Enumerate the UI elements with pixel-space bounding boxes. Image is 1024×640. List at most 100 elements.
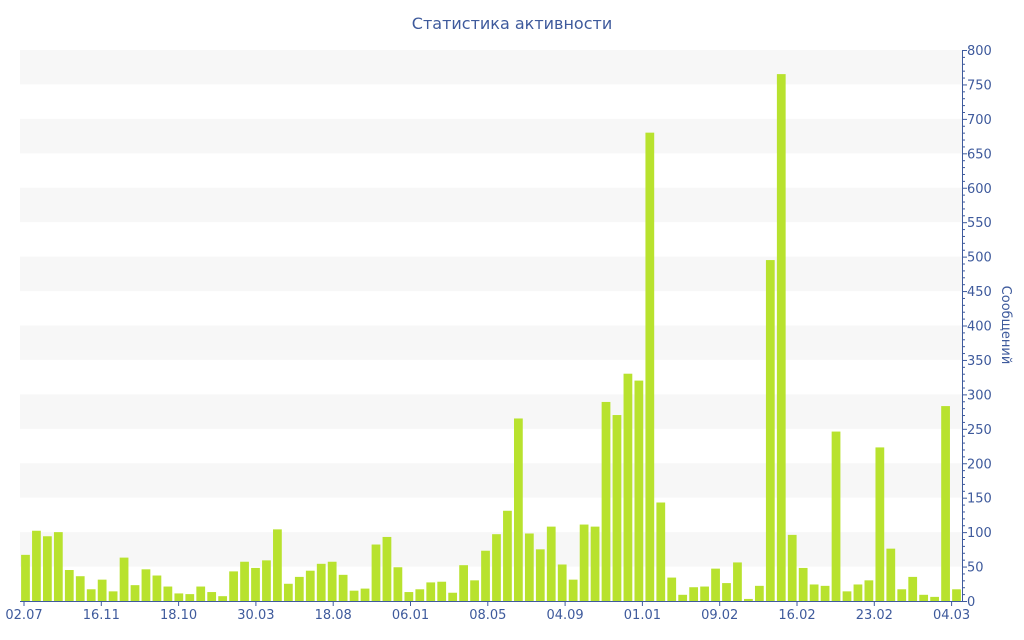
bar[interactable] xyxy=(853,584,863,601)
bar[interactable] xyxy=(218,596,228,601)
bar[interactable] xyxy=(842,591,852,601)
bar[interactable] xyxy=(700,586,709,601)
bar[interactable] xyxy=(689,587,699,601)
bar[interactable] xyxy=(251,567,260,601)
bar[interactable] xyxy=(53,532,63,602)
background-band xyxy=(20,118,962,154)
background-bands xyxy=(20,50,962,567)
bar[interactable] xyxy=(141,569,151,601)
bar[interactable] xyxy=(744,598,753,601)
y-tick-label: 50 xyxy=(967,561,984,576)
bar[interactable] xyxy=(64,570,74,601)
bar[interactable] xyxy=(360,588,370,601)
bar[interactable] xyxy=(349,590,359,601)
x-tick-label: 02.07 xyxy=(5,608,42,623)
bar[interactable] xyxy=(645,132,655,601)
bar[interactable] xyxy=(21,554,30,601)
bar[interactable] xyxy=(776,74,786,602)
bar[interactable] xyxy=(897,589,907,601)
bar[interactable] xyxy=(481,550,490,601)
bar[interactable] xyxy=(908,576,918,601)
bar[interactable] xyxy=(535,549,545,601)
bar[interactable] xyxy=(864,580,874,601)
bar[interactable] xyxy=(634,380,644,601)
y-tick-label: 450 xyxy=(967,285,992,300)
bar[interactable] xyxy=(568,579,578,601)
bar[interactable] xyxy=(108,591,118,601)
background-band xyxy=(20,187,962,223)
bar[interactable] xyxy=(546,526,556,601)
y-tick-label: 700 xyxy=(967,113,992,128)
bar[interactable] xyxy=(163,586,173,601)
bar[interactable] xyxy=(930,596,939,601)
bar[interactable] xyxy=(831,431,841,601)
bar[interactable] xyxy=(722,583,731,601)
bar[interactable] xyxy=(623,373,633,601)
y-tick-label: 100 xyxy=(967,526,992,541)
bar[interactable] xyxy=(503,510,512,601)
bar[interactable] xyxy=(240,561,249,601)
bar[interactable] xyxy=(919,594,929,601)
bar[interactable] xyxy=(130,585,140,601)
bar[interactable] xyxy=(75,576,85,601)
bar[interactable] xyxy=(262,560,271,601)
bar[interactable] xyxy=(294,576,304,601)
bar[interactable] xyxy=(196,586,206,601)
bar[interactable] xyxy=(459,565,468,601)
bar[interactable] xyxy=(678,594,688,601)
bar[interactable] xyxy=(305,570,315,601)
bar[interactable] xyxy=(667,577,677,601)
bar[interactable] xyxy=(524,533,534,602)
bar[interactable] xyxy=(316,563,326,601)
bar[interactable] xyxy=(207,592,217,601)
bar[interactable] xyxy=(514,418,523,601)
bar[interactable] xyxy=(656,502,666,601)
bar[interactable] xyxy=(174,593,184,601)
x-tick-label: 01.01 xyxy=(624,608,661,623)
y-axis: 0 50 100 150 200 250 300 350 400 450 500 550 600 650 7… xyxy=(962,44,992,610)
bar[interactable] xyxy=(733,562,742,601)
bar[interactable] xyxy=(32,530,41,601)
bar[interactable] xyxy=(415,589,425,601)
bar[interactable] xyxy=(152,575,162,601)
bar[interactable] xyxy=(787,534,797,601)
bar[interactable] xyxy=(470,580,479,601)
bar[interactable] xyxy=(875,447,885,601)
x-tick-label: 09.02 xyxy=(701,608,738,623)
bar[interactable] xyxy=(886,548,896,601)
bar[interactable] xyxy=(601,401,611,601)
bar[interactable] xyxy=(283,583,293,601)
bar[interactable] xyxy=(97,579,107,601)
bar[interactable] xyxy=(273,529,282,601)
bar[interactable] xyxy=(798,567,808,601)
bar[interactable] xyxy=(809,584,819,601)
y-tick-label: 750 xyxy=(967,78,992,93)
bar[interactable] xyxy=(820,585,830,601)
bar[interactable] xyxy=(327,561,337,601)
bar[interactable] xyxy=(492,534,501,601)
bar[interactable] xyxy=(43,536,52,601)
bar[interactable] xyxy=(941,406,950,601)
bar[interactable] xyxy=(86,589,96,601)
bar[interactable] xyxy=(119,557,129,601)
y-tick-label: 350 xyxy=(967,354,992,369)
bar[interactable] xyxy=(382,536,392,601)
bar[interactable] xyxy=(185,594,195,601)
bar[interactable] xyxy=(579,524,589,601)
bar[interactable] xyxy=(754,585,764,601)
x-tick-label: 18.08 xyxy=(315,608,352,623)
bar[interactable] xyxy=(393,567,403,601)
bar[interactable] xyxy=(448,592,458,601)
bar[interactable] xyxy=(952,589,961,601)
bar[interactable] xyxy=(338,574,348,601)
bar[interactable] xyxy=(590,526,600,601)
bar[interactable] xyxy=(437,581,447,601)
bar[interactable] xyxy=(765,260,775,601)
bar[interactable] xyxy=(229,571,238,601)
bar[interactable] xyxy=(612,415,622,601)
bar[interactable] xyxy=(371,544,381,601)
bar[interactable] xyxy=(711,568,720,601)
bar[interactable] xyxy=(426,582,436,601)
bar[interactable] xyxy=(404,592,414,601)
bar[interactable] xyxy=(557,564,567,602)
